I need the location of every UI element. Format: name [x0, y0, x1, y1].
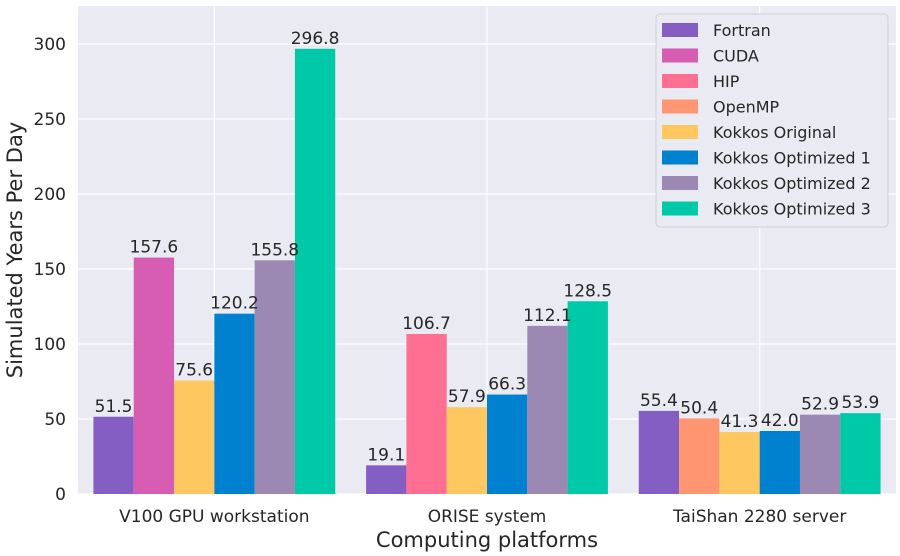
- bar-kokkos-optimized-2: [527, 325, 568, 494]
- x-axis-label: Computing platforms: [376, 528, 598, 552]
- y-tick-label: 200: [34, 185, 66, 205]
- bar-kokkos-optimized-1: [759, 431, 800, 494]
- legend-label: Fortran: [713, 21, 771, 40]
- legend-label: OpenMP: [713, 98, 780, 117]
- bar-kokkos-optimized-2: [254, 260, 295, 494]
- bar-kokkos-original: [174, 380, 215, 494]
- legend-swatch: [662, 48, 698, 63]
- bar-fortran: [638, 410, 680, 494]
- bar-value-label: 57.9: [448, 387, 486, 407]
- y-tick-label: 300: [34, 35, 66, 55]
- bar-kokkos-optimized-3: [294, 48, 336, 495]
- bar-kokkos-optimized-1: [214, 313, 255, 494]
- bar-value-label: 50.4: [680, 398, 718, 418]
- legend-swatch: [662, 150, 698, 165]
- bar-value-label: 42.0: [761, 411, 799, 431]
- bar-value-label: 41.3: [721, 412, 759, 432]
- bar-value-label: 296.8: [291, 29, 340, 49]
- y-tick-label: 250: [34, 110, 66, 130]
- legend-label: HIP: [713, 72, 740, 91]
- bar-value-label: 155.8: [250, 240, 299, 260]
- bar-fortran: [366, 465, 407, 494]
- legend-swatch: [662, 74, 698, 88]
- bars: [93, 48, 881, 495]
- legend-label: Kokkos Optimized 1: [713, 149, 871, 168]
- legend-swatch: [662, 99, 698, 114]
- bar-value-label: 112.1: [523, 306, 572, 326]
- bar-cuda: [133, 257, 175, 494]
- bar-value-label: 19.1: [367, 445, 405, 465]
- bar-value-label: 51.5: [95, 397, 133, 417]
- bar-value-label: 75.6: [175, 361, 213, 381]
- x-axis-ticks: V100 GPU workstation ORISE system TaiShan …: [119, 507, 846, 527]
- legend-label: CUDA: [713, 47, 759, 66]
- bar-value-label: 106.7: [402, 314, 451, 334]
- legend-swatch: [662, 125, 698, 139]
- y-tick-label: 100: [34, 335, 66, 355]
- y-tick-label: 150: [34, 260, 66, 280]
- bar-kokkos-optimized-3: [840, 413, 881, 494]
- bar-openmp: [679, 418, 720, 494]
- y-tick-label: 0: [55, 485, 66, 505]
- bar-value-label: 52.9: [801, 395, 839, 415]
- bar-value-label: 55.4: [640, 391, 678, 411]
- bar-value-label: 66.3: [488, 375, 526, 395]
- legend-swatch: [662, 201, 698, 216]
- legend-swatch: [662, 176, 698, 190]
- x-tick-label: ORISE system: [428, 507, 547, 527]
- bar-kokkos-optimized-3: [567, 301, 608, 494]
- bar-value-labels: 51.5 157.6 75.6 120.2 155.8 296.8 19.1 106.7 57.…: [95, 29, 880, 466]
- legend-swatch: [662, 23, 698, 37]
- bar-kokkos-original: [719, 432, 760, 494]
- legend-label: Kokkos Original: [713, 123, 836, 142]
- bar-hip: [406, 333, 447, 494]
- y-axis-label: Simulated Years Per Day: [3, 122, 27, 378]
- bar-value-label: 128.5: [563, 281, 612, 301]
- y-tick-label: 50: [44, 410, 66, 430]
- legend-box: [655, 13, 889, 228]
- x-tick-label: V100 GPU workstation: [119, 507, 309, 527]
- bar-kokkos-original: [446, 407, 487, 494]
- bar-value-label: 157.6: [130, 238, 179, 258]
- legend-label: Kokkos Optimized 2: [713, 174, 871, 193]
- bar-value-label: 53.9: [841, 393, 879, 413]
- y-axis-ticks: 0 50 100 150 200 250 300: [34, 35, 66, 505]
- bar-kokkos-optimized-2: [799, 414, 841, 494]
- x-tick-label: TaiShan 2280 server: [672, 507, 846, 527]
- bar-value-label: 120.2: [210, 294, 259, 314]
- bar-kokkos-optimized-1: [487, 394, 528, 494]
- legend: Fortran CUDA HIP OpenMP Kokkos Original Kokko…: [655, 13, 889, 228]
- bar-fortran: [93, 416, 134, 494]
- legend-label: Kokkos Optimized 3: [713, 200, 871, 219]
